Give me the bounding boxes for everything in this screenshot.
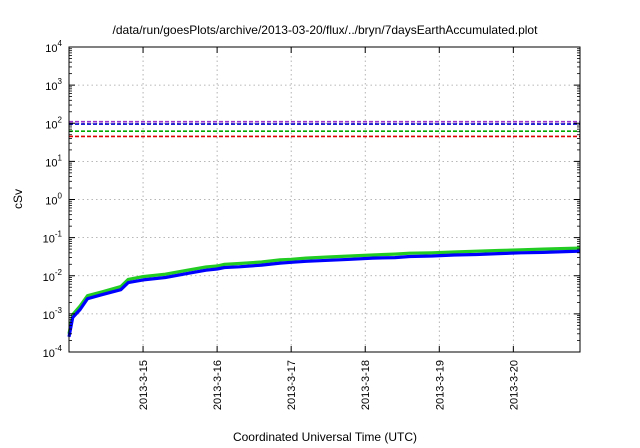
y-axis: 10-4 10-3 10-2 10-1 100 101 102 103 104 [43,39,580,360]
threshold-lines [69,120,580,138]
y-tick-label: 101 [45,153,62,169]
series-lines [67,246,581,338]
x-tick-label: 2013-3-17 [286,360,298,410]
y-tick-label: 100 [45,192,62,208]
x-tick-label: 2013-3-20 [508,360,520,410]
x-tick-label: 2013-3-16 [212,360,224,410]
y-tick-label: 102 [45,115,62,131]
y-tick-label: 10-3 [43,306,63,322]
y-axis-label: cSv [11,189,25,209]
series-line [67,246,581,335]
series-line [67,249,581,338]
x-tick-label: 2013-3-19 [434,360,446,410]
y-tick-label: 104 [45,39,62,55]
chart-title: /data/run/goesPlots/archive/2013-03-20/f… [113,23,539,37]
y-tick-label: 103 [45,77,62,93]
x-tick-label: 2013-3-15 [138,360,150,410]
grid [69,47,580,352]
y-tick-label: 10-1 [43,230,63,246]
y-tick-label: 10-4 [43,344,63,360]
x-tick-label: 2013-3-18 [360,360,372,410]
y-tick-label: 10-2 [43,268,63,284]
x-axis-label: Coordinated Universal Time (UTC) [233,430,417,444]
x-axis: 2013-3-15 2013-3-16 2013-3-17 2013-3-18 2013… [138,47,520,410]
